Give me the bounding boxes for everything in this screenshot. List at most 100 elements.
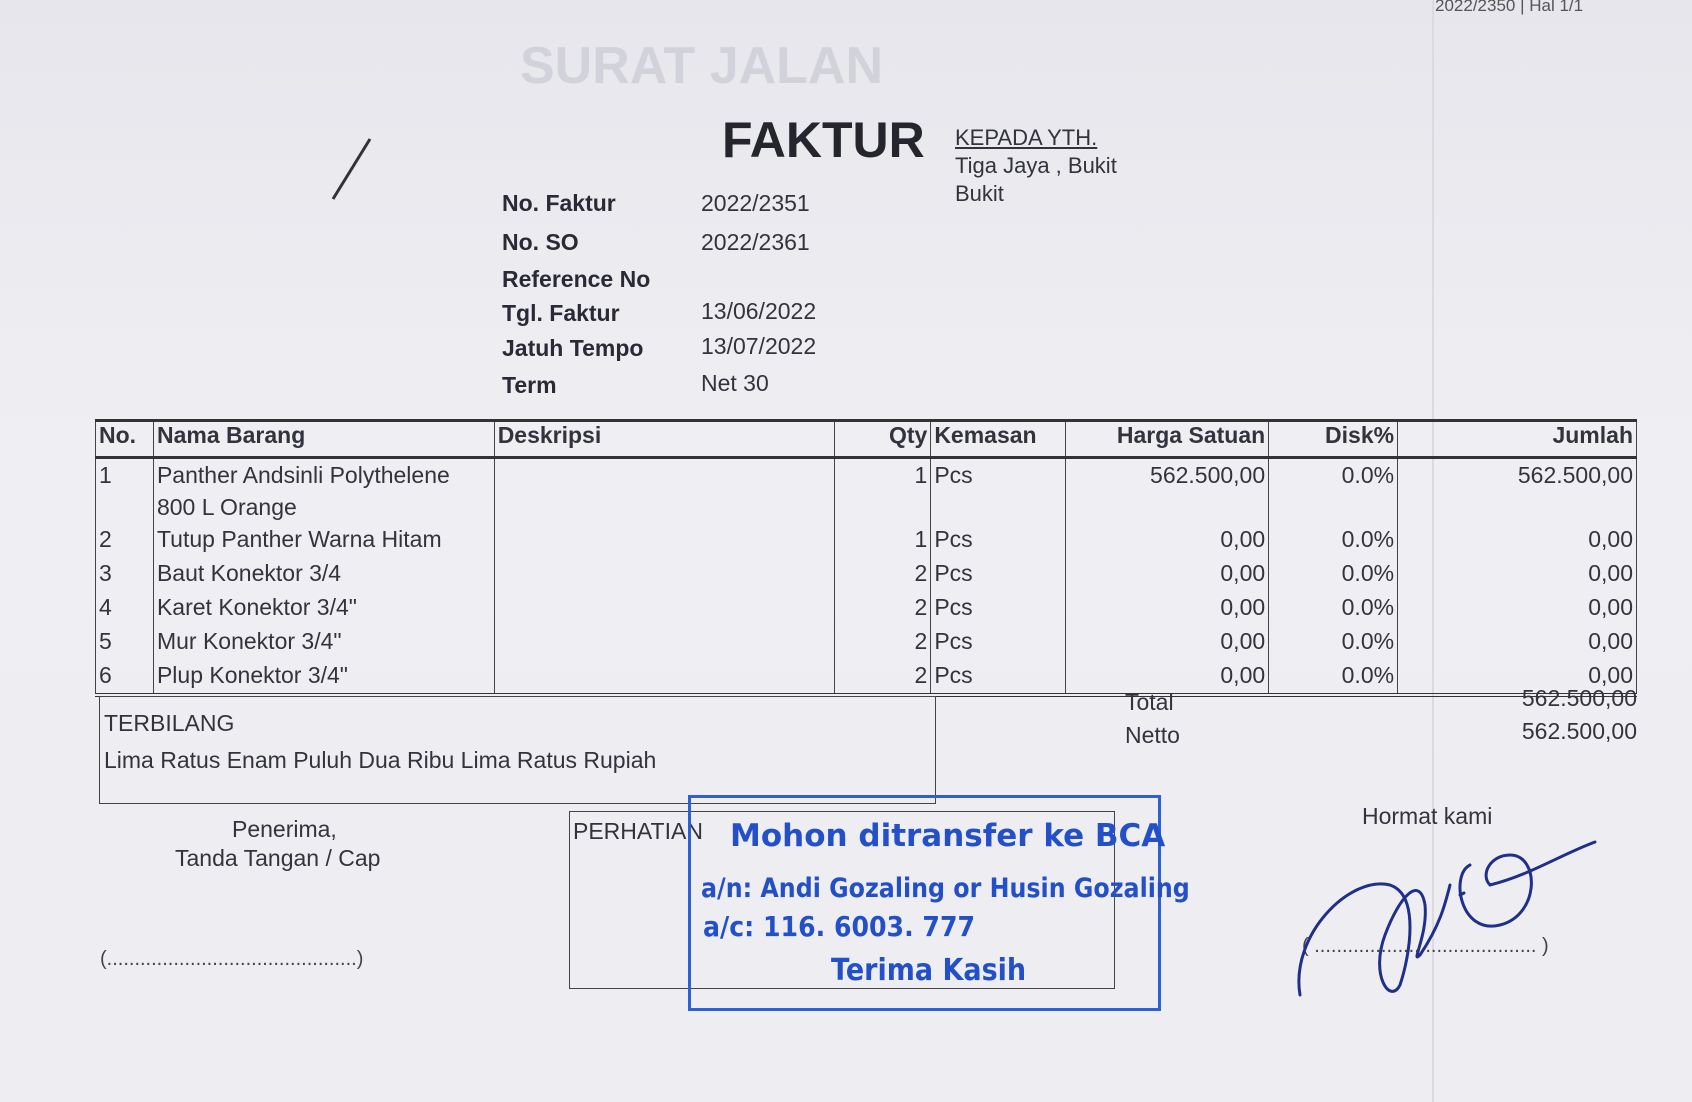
name-text: Baut Konektor 3/4: [156, 560, 342, 586]
table-row: 5 Mur Konektor 3/4" 2 Pcs 0,00 0.0% 0,00: [95, 625, 1637, 659]
unit-text: Pcs: [934, 594, 973, 620]
cell-disc: 0.0%: [1268, 557, 1399, 591]
col-header: Disk%: [1268, 420, 1399, 459]
price-text: 0,00: [1220, 628, 1266, 654]
qty-text: 2: [914, 662, 928, 688]
disc-text: 0.0%: [1341, 628, 1395, 654]
cell-disc: 0.0%: [1268, 625, 1399, 659]
terbilang-text: Lima Ratus Enam Puluh Dua Ribu Lima Ratu…: [104, 747, 657, 773]
cell-total: 0,00: [1397, 557, 1637, 591]
cell-price: 0,00: [1065, 625, 1270, 659]
perhatian-box: PERHATIAN: [569, 811, 1115, 989]
cell-qty: 2: [834, 625, 932, 659]
field-value: 13/07/2022: [701, 333, 817, 359]
receiver-sublabel: Tanda Tangan / Cap: [175, 845, 381, 871]
no-text: 4: [99, 594, 112, 620]
cell-disc: 0.0%: [1268, 591, 1399, 625]
cell-desc: [493, 557, 836, 591]
recipient-line: Tiga Jaya , Bukit: [955, 153, 1117, 178]
qty-text: 2: [914, 560, 928, 586]
price-text: 0,00: [1220, 662, 1266, 688]
cell-no: 2: [95, 523, 154, 557]
cell-disc: 0.0%: [1268, 457, 1399, 523]
stamp-line: a/c: 116. 6003. 777: [703, 910, 976, 943]
receiver-signature-line: (.......................................…: [100, 948, 364, 970]
total-text: 0,00: [1588, 526, 1633, 552]
table-row: 3 Baut Konektor 3/4 2 Pcs 0,00 0.0% 0,00: [95, 557, 1637, 591]
field-value: 13/06/2022: [701, 298, 817, 324]
cell-unit: Pcs: [930, 457, 1067, 523]
cell-no: 5: [95, 625, 154, 659]
perhatian-label: PERHATIAN: [573, 818, 703, 844]
table-header-row: No. Nama Barang Deskripsi Qty Kemasan Ha…: [95, 420, 1637, 459]
unit-text: Pcs: [934, 462, 973, 488]
cell-unit: Pcs: [930, 523, 1067, 557]
qty-text: 2: [914, 594, 928, 620]
cell-total: 0,00: [1397, 659, 1637, 695]
netto-label: Netto: [1125, 722, 1180, 748]
cell-unit: Pcs: [930, 557, 1067, 591]
table-row: 2 Tutup Panther Warna Hitam 1 Pcs 0,00 0.0% 0,…: [95, 523, 1637, 557]
total-text: 0,00: [1588, 594, 1633, 620]
cell-disc: 0.0%: [1268, 523, 1399, 557]
no-text: 3: [99, 560, 112, 586]
name-text-line2: 800 L Orange: [156, 494, 297, 520]
cell-unit: Pcs: [930, 625, 1067, 659]
terbilang-box: TERBILANG Lima Ratus Enam Puluh Dua Ribu…: [99, 696, 936, 804]
signature: [1297, 840, 1597, 997]
cell-total: 0,00: [1397, 523, 1637, 557]
document-title: FAKTUR: [722, 112, 925, 168]
cell-no: 6: [95, 659, 154, 695]
ghost-title: SURAT JALAN: [520, 37, 884, 95]
cell-qty: 2: [834, 557, 932, 591]
col-header: Harga Satuan: [1065, 420, 1270, 459]
field-label: Term: [502, 372, 557, 398]
cell-name: Panther Andsinli Polythelene 800 L Orange: [152, 457, 495, 523]
price-text: 0,00: [1220, 594, 1266, 620]
disc-text: 0.0%: [1341, 594, 1395, 620]
col-header: Jumlah: [1397, 420, 1637, 459]
col-header: Kemasan: [930, 420, 1067, 459]
cell-qty: 1: [834, 523, 932, 557]
cell-total: 0,00: [1397, 591, 1637, 625]
cell-desc: [493, 523, 836, 557]
total-value: 562.500,00: [1521, 685, 1637, 711]
col-header: Nama Barang: [152, 420, 495, 459]
qty-text: 1: [914, 462, 928, 488]
cell-desc: [493, 625, 836, 659]
field-label: Jatuh Tempo: [502, 335, 644, 361]
total-text: 0,00: [1588, 662, 1633, 688]
cell-price: 0,00: [1065, 591, 1270, 625]
field-value: 2022/2361: [701, 229, 810, 255]
field-value: Net 30: [701, 370, 769, 396]
cell-price: 0,00: [1065, 557, 1270, 591]
total-text: 0,00: [1588, 560, 1633, 586]
unit-text: Pcs: [934, 662, 973, 688]
cell-price: 0,00: [1065, 659, 1270, 695]
no-text: 2: [99, 526, 112, 552]
qty-text: 2: [914, 628, 928, 654]
recipient-line: Bukit: [955, 181, 1004, 206]
cell-desc: [493, 457, 836, 523]
cell-disc: 0.0%: [1268, 659, 1399, 695]
terbilang-label: TERBILANG: [104, 710, 235, 736]
disc-text: 0.0%: [1341, 560, 1395, 586]
cell-desc: [493, 591, 836, 625]
field-label: Tgl. Faktur: [502, 300, 620, 326]
name-text: Karet Konektor 3/4": [156, 594, 357, 620]
name-text: Plup Konektor 3/4": [156, 662, 348, 688]
cell-total: 0,00: [1397, 625, 1637, 659]
disc-text: 0.0%: [1341, 526, 1395, 552]
cell-no: 1: [95, 457, 154, 523]
price-text: 562.500,00: [1150, 462, 1266, 488]
unit-text: Pcs: [934, 560, 973, 586]
stamp-line: Mohon ditransfer ke BCA: [730, 818, 1166, 854]
sender-label: Hormat kami: [1362, 803, 1493, 829]
table-row: 1 Panther Andsinli Polythelene 800 L Orang…: [95, 457, 1637, 523]
cell-no: 4: [95, 591, 154, 625]
cell-qty: 1: [834, 457, 932, 523]
cell-unit: Pcs: [930, 591, 1067, 625]
name-text: Panther Andsinli Polythelene: [156, 462, 450, 488]
cell-qty: 2: [834, 659, 932, 695]
